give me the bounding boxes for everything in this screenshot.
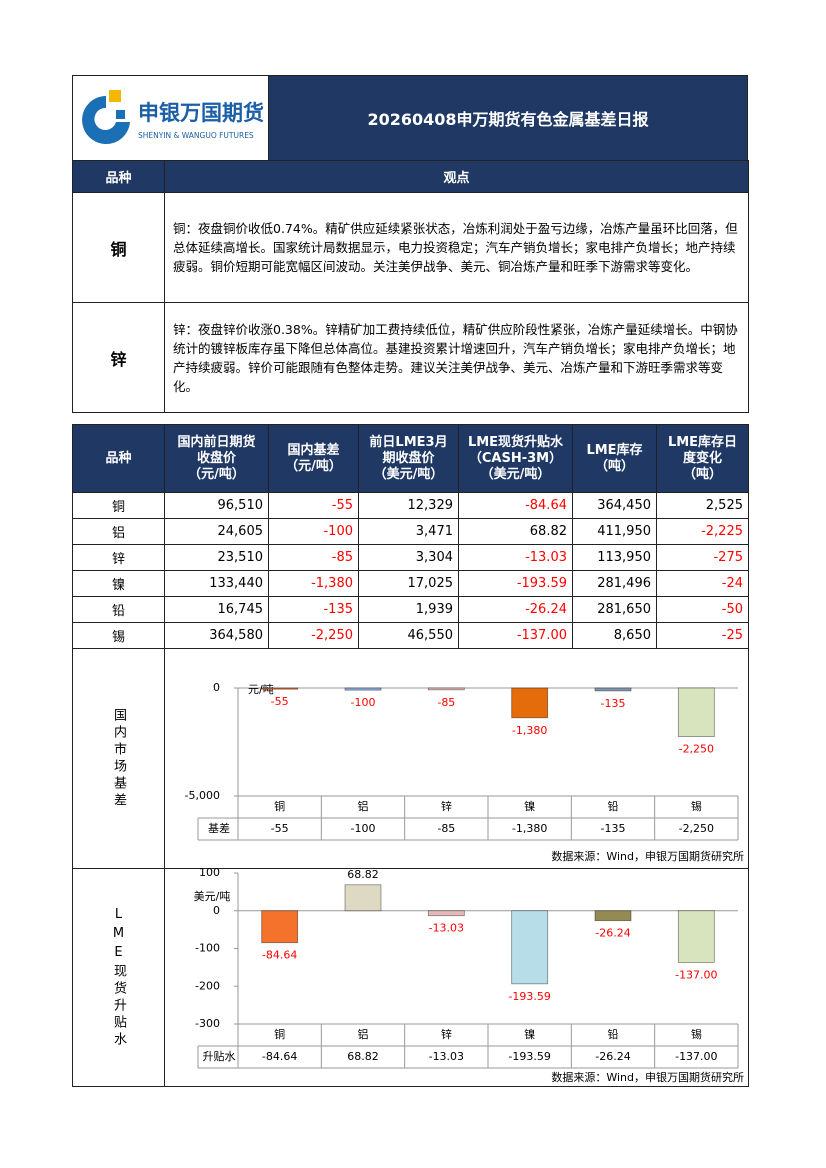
column-header: LME库存日 度变化 （吨） (656, 424, 749, 493)
table-value: -55 (268, 492, 359, 519)
table-value: -137.00 (458, 622, 573, 649)
table-value: 12,329 (358, 492, 459, 519)
header-line: LME库存 (586, 442, 643, 458)
column-header: 品种 (72, 424, 165, 493)
table-value: -2,225 (656, 518, 749, 545)
table-value: 1,939 (358, 596, 459, 623)
section-label: LME现货升贴水 (72, 868, 165, 1087)
table-value: -1,380 (268, 570, 359, 597)
table-value: -26.24 (458, 596, 573, 623)
table-value: 3,304 (358, 544, 459, 571)
metal-label: 锡 (72, 622, 165, 649)
table-value: 281,650 (572, 596, 657, 623)
logo: 申银万国期货 SHENYIN & WANGUO FUTURES (81, 90, 264, 144)
metal-label: 铝 (72, 518, 165, 545)
logo-box: 申银万国期货 SHENYIN & WANGUO FUTURES (72, 75, 269, 161)
table-value: -84.64 (458, 492, 573, 519)
header-line: （美元/吨） (480, 466, 551, 482)
header-line: 国内前日期货 (177, 434, 256, 450)
column-header: LME现货升贴水 （CASH-3M） （美元/吨） (458, 424, 573, 493)
header-line: 收盘价 (196, 450, 236, 466)
header-line: 国内基差 (287, 442, 340, 458)
table-value: 133,440 (164, 570, 269, 597)
table-value: 23,510 (164, 544, 269, 571)
table-value: -85 (268, 544, 359, 571)
table-value: -24 (656, 570, 749, 597)
table-value: -193.59 (458, 570, 573, 597)
table-value: 24,605 (164, 518, 269, 545)
chart-box (164, 648, 749, 869)
table-value: 364,450 (572, 492, 657, 519)
header-line: （美元/吨） (373, 466, 444, 482)
table-value: 68.82 (458, 518, 573, 545)
table-value: 3,471 (358, 518, 459, 545)
table-value: 17,025 (358, 570, 459, 597)
column-header: 观点 (164, 160, 749, 193)
table-value: -25 (656, 622, 749, 649)
metal-label: 铜 (72, 492, 165, 519)
table-value: 8,650 (572, 622, 657, 649)
header-line: 期收盘价 (382, 450, 435, 466)
view-text: 铜：夜盘铜价收低0.74%。精矿供应延续紧张状态，冶炼利润处于盈亏边缘，冶炼产量… (164, 192, 749, 303)
header-line: LME库存日 (667, 434, 738, 450)
header-line: 前日LME3月 (369, 434, 448, 450)
table-value: 46,550 (358, 622, 459, 649)
column-header: 国内前日期货 收盘价 （元/吨） (164, 424, 269, 493)
table-value: 2,525 (656, 492, 749, 519)
header-line: （CASH-3M） (468, 450, 563, 466)
header-line: （吨） (594, 458, 634, 474)
table-value: -13.03 (458, 544, 573, 571)
column-header: 前日LME3月 期收盘价 （美元/吨） (358, 424, 459, 493)
table-value: 281,496 (572, 570, 657, 597)
column-header: LME库存 （吨） (572, 424, 657, 493)
table-value: 411,950 (572, 518, 657, 545)
header-line: 度变化 (682, 450, 722, 466)
metal-label: 铅 (72, 596, 165, 623)
logo-text: 申银万国期货 (138, 101, 264, 125)
metal-label: 锌 (72, 302, 165, 413)
metal-label: 锌 (72, 544, 165, 571)
metal-label: 铜 (72, 192, 165, 303)
table-value: -275 (656, 544, 749, 571)
table-value: -135 (268, 596, 359, 623)
table-value: 364,580 (164, 622, 269, 649)
chart-box (164, 868, 749, 1087)
logo-subtext: SHENYIN & WANGUO FUTURES (138, 131, 254, 140)
column-header: 品种 (72, 160, 165, 193)
table-value: 96,510 (164, 492, 269, 519)
header-line: （元/吨） (285, 458, 342, 474)
table-value: 113,950 (572, 544, 657, 571)
column-header: 国内基差 （元/吨） (268, 424, 359, 493)
table-value: 16,745 (164, 596, 269, 623)
table-value: -100 (268, 518, 359, 545)
header-line: LME现货升贴水 (467, 434, 564, 450)
header-line: 品种 (105, 450, 132, 466)
report-title: 20260408申万期货有色金属基差日报 (268, 75, 748, 161)
header-line: （元/吨） (188, 466, 245, 482)
table-value: -2,250 (268, 622, 359, 649)
table-value: -50 (656, 596, 749, 623)
view-text: 锌：夜盘锌价收涨0.38%。锌精矿加工费持续低位，精矿供应阶段性紧张，冶炼产量延… (164, 302, 749, 413)
section-label: 国内市场基差 (72, 648, 165, 869)
header-line: （吨） (682, 466, 722, 482)
metal-label: 镍 (72, 570, 165, 597)
